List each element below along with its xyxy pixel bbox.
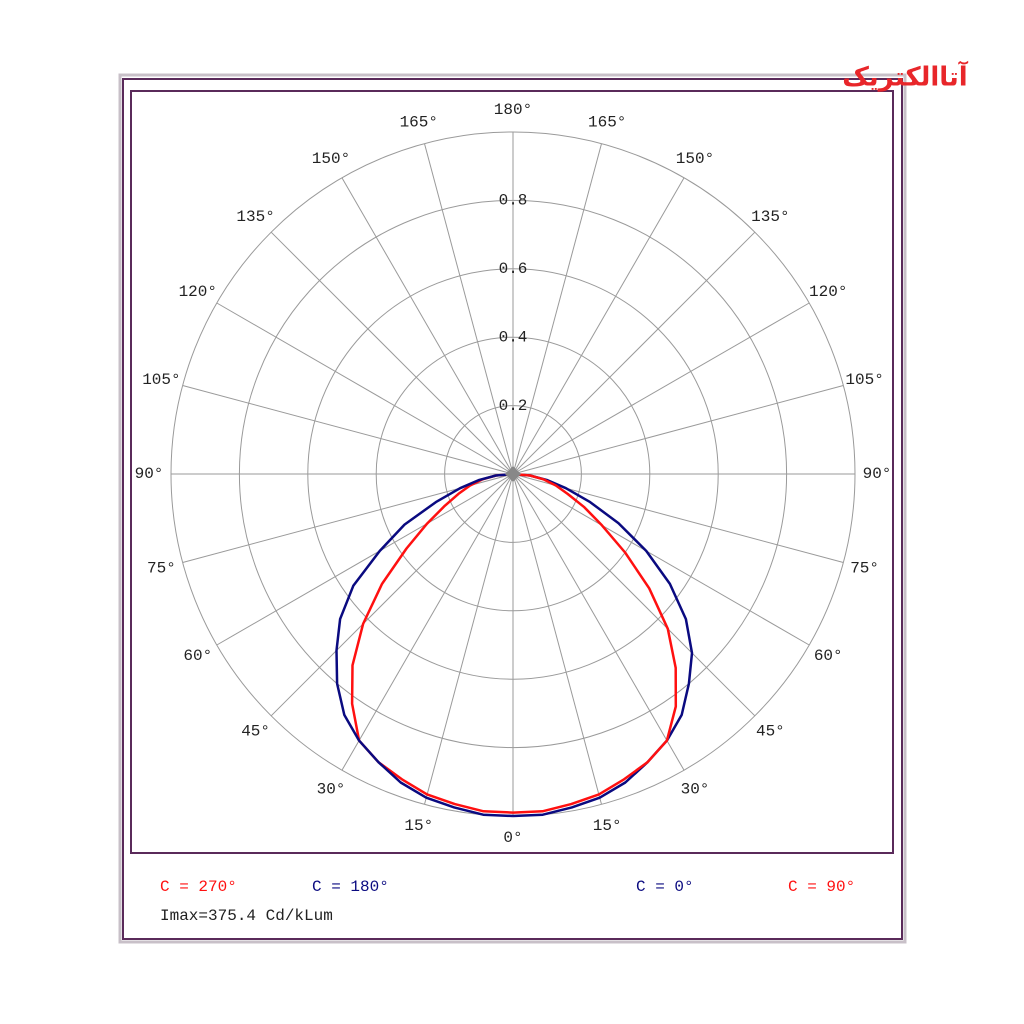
spoke bbox=[216, 302, 514, 475]
spoke bbox=[270, 231, 514, 475]
angle-tick-label: 0° bbox=[503, 829, 522, 847]
angle-tick-label: 120° bbox=[179, 283, 217, 301]
angle-tick-label: 15° bbox=[404, 817, 433, 835]
spoke bbox=[512, 302, 810, 475]
annotation: Imax=375.4 Cd/kLum bbox=[160, 907, 333, 925]
angle-tick-label: 30° bbox=[681, 780, 710, 798]
legend-label: C = 270° bbox=[160, 878, 237, 896]
spoke bbox=[341, 177, 514, 475]
spoke bbox=[512, 385, 844, 475]
angle-tick-label: 150° bbox=[312, 150, 350, 168]
angle-tick-label: 75° bbox=[147, 559, 176, 577]
legend-label: C = 180° bbox=[312, 878, 389, 896]
angle-tick-label: 90° bbox=[135, 465, 164, 483]
spoke bbox=[424, 143, 514, 475]
r-tick-label: 0.2 bbox=[499, 397, 528, 415]
curve bbox=[335, 472, 514, 818]
spoke bbox=[512, 473, 810, 646]
spoke bbox=[270, 473, 514, 717]
r-tick-label: 0.4 bbox=[499, 328, 528, 346]
angle-tick-label: 60° bbox=[814, 647, 843, 665]
spoke bbox=[512, 177, 685, 475]
curve bbox=[512, 472, 678, 814]
legend-label: C = 90° bbox=[788, 878, 855, 896]
angle-tick-label: 60° bbox=[183, 647, 212, 665]
outer-frame bbox=[118, 73, 907, 944]
angle-tick-label: 150° bbox=[676, 150, 714, 168]
angle-tick-label: 135° bbox=[751, 208, 789, 226]
spoke bbox=[512, 231, 756, 475]
plot-frame bbox=[130, 90, 894, 854]
logo: آتاالکتریک bbox=[842, 61, 968, 93]
angle-tick-label: 45° bbox=[756, 723, 785, 741]
spoke bbox=[216, 473, 514, 646]
angle-tick-label: 165° bbox=[400, 114, 438, 132]
spoke bbox=[424, 473, 514, 805]
angle-tick-label: 135° bbox=[236, 208, 274, 226]
angle-tick-label: 75° bbox=[850, 559, 879, 577]
angle-tick-label: 90° bbox=[863, 465, 892, 483]
spoke bbox=[182, 385, 514, 475]
spoke bbox=[512, 473, 685, 771]
angle-tick-label: 15° bbox=[593, 817, 622, 835]
angle-tick-label: 120° bbox=[809, 283, 847, 301]
center-marker bbox=[505, 466, 521, 482]
legend-label: C = 0° bbox=[636, 878, 694, 896]
angle-tick-label: 30° bbox=[317, 780, 346, 798]
outer-border bbox=[122, 78, 903, 940]
angle-tick-label: 105° bbox=[845, 371, 883, 389]
spoke bbox=[512, 473, 756, 717]
angle-tick-label: 180° bbox=[494, 101, 532, 119]
curve bbox=[512, 472, 694, 818]
angle-tick-label: 105° bbox=[142, 371, 180, 389]
spoke bbox=[512, 143, 602, 475]
r-tick-label: 0.8 bbox=[499, 192, 528, 210]
r-tick-label: 0.6 bbox=[499, 260, 528, 278]
spoke bbox=[341, 473, 514, 771]
curve bbox=[350, 472, 514, 814]
angle-tick-label: 165° bbox=[588, 114, 626, 132]
angle-tick-label: 45° bbox=[241, 723, 270, 741]
spoke bbox=[512, 473, 602, 805]
